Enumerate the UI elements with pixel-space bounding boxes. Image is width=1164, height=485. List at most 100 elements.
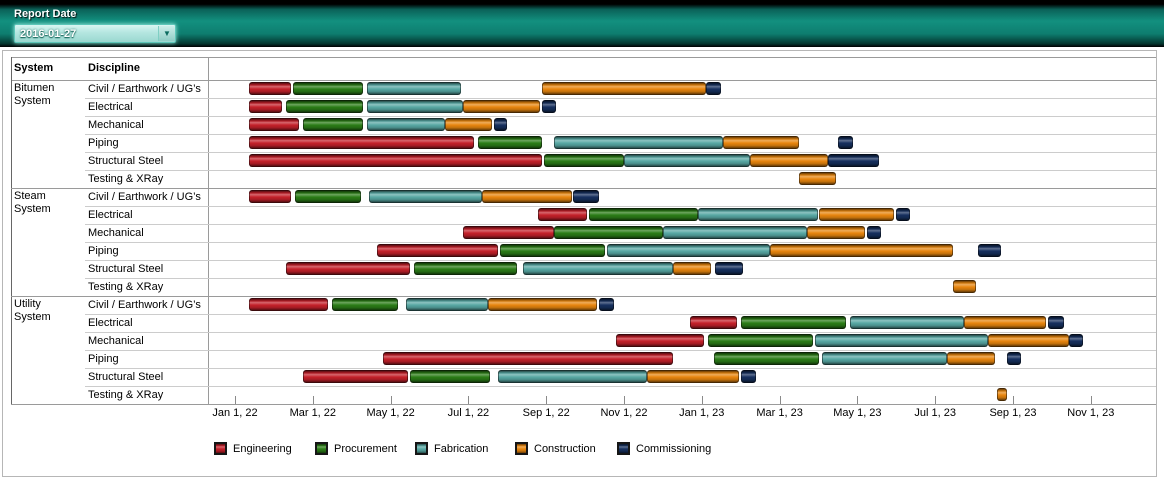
bar-commissioning[interactable]	[715, 262, 743, 275]
bar-construction[interactable]	[952, 280, 976, 293]
bar-fabrication[interactable]	[554, 136, 724, 149]
report-date-dropdown[interactable]: 2016-01-27 ▼	[14, 24, 176, 43]
bar-fabrication[interactable]	[497, 370, 648, 383]
bar-fabrication[interactable]	[624, 154, 751, 167]
discipline-label: Civil / Earthwork / UG’s	[88, 191, 201, 203]
bar-procurement[interactable]	[293, 82, 364, 95]
bar-fabrication[interactable]	[369, 190, 482, 203]
bar-procurement[interactable]	[303, 118, 364, 131]
bar-engineering[interactable]	[248, 82, 292, 95]
bar-procurement[interactable]	[285, 100, 364, 113]
bar-construction[interactable]	[445, 118, 492, 131]
bar-fabrication[interactable]	[367, 100, 463, 113]
bar-construction[interactable]	[482, 190, 572, 203]
bar-fabrication[interactable]	[849, 316, 965, 329]
bar-engineering[interactable]	[377, 244, 498, 257]
system-label: Bitumen System	[14, 82, 55, 107]
bar-procurement[interactable]	[713, 352, 819, 365]
bar-construction[interactable]	[964, 316, 1047, 329]
bar-construction[interactable]	[487, 298, 597, 311]
chevron-down-icon[interactable]: ▼	[158, 26, 175, 41]
discipline-label: Testing & XRay	[88, 389, 164, 401]
bar-engineering[interactable]	[248, 136, 475, 149]
bar-construction[interactable]	[672, 262, 712, 275]
bar-procurement[interactable]	[295, 190, 362, 203]
row-separator	[85, 314, 1156, 315]
axis-tick	[701, 396, 703, 404]
discipline-label: Structural Steel	[88, 371, 164, 383]
bar-commissioning[interactable]	[1069, 334, 1083, 347]
bar-engineering[interactable]	[248, 118, 300, 131]
legend-item-fabrication[interactable]: Fabrication	[415, 442, 488, 455]
bar-fabrication[interactable]	[822, 352, 947, 365]
bar-construction[interactable]	[647, 370, 739, 383]
row-separator	[85, 350, 1156, 351]
axis-tick	[235, 396, 236, 404]
bar-construction[interactable]	[769, 244, 953, 257]
bar-engineering[interactable]	[690, 316, 737, 329]
discipline-label: Electrical	[88, 209, 133, 221]
bar-fabrication[interactable]	[662, 226, 807, 239]
bar-construction[interactable]	[750, 154, 829, 167]
bar-commissioning[interactable]	[1048, 316, 1064, 329]
bar-procurement[interactable]	[707, 334, 813, 347]
row-separator	[85, 386, 1156, 387]
bar-fabrication[interactable]	[606, 244, 770, 257]
bar-construction[interactable]	[806, 226, 866, 239]
bar-construction[interactable]	[462, 100, 541, 113]
bar-procurement[interactable]	[410, 370, 490, 383]
bar-engineering[interactable]	[616, 334, 704, 347]
bar-procurement[interactable]	[332, 298, 399, 311]
axis-tick-label: Sep 1, 22	[522, 407, 570, 419]
bar-commissioning[interactable]	[867, 226, 881, 239]
bar-engineering[interactable]	[285, 262, 411, 275]
bar-commissioning[interactable]	[1007, 352, 1021, 365]
bar-procurement[interactable]	[478, 136, 543, 149]
discipline-label: Civil / Earthwork / UG’s	[88, 299, 201, 311]
bar-engineering[interactable]	[248, 190, 292, 203]
bar-construction[interactable]	[723, 136, 800, 149]
bar-construction[interactable]	[997, 388, 1008, 401]
bar-commissioning[interactable]	[740, 370, 757, 383]
bar-fabrication[interactable]	[406, 298, 488, 311]
bar-construction[interactable]	[818, 208, 895, 221]
legend-item-engineering[interactable]: Engineering	[214, 442, 292, 455]
bar-construction[interactable]	[542, 82, 706, 95]
bar-procurement[interactable]	[544, 154, 624, 167]
bar-fabrication[interactable]	[814, 334, 988, 347]
row-separator	[11, 188, 1156, 189]
bar-engineering[interactable]	[248, 100, 282, 113]
legend-item-commissioning[interactable]: Commissioning	[617, 442, 711, 455]
bar-procurement[interactable]	[740, 316, 846, 329]
row-separator	[85, 332, 1156, 333]
bar-commissioning[interactable]	[896, 208, 910, 221]
engineering-swatch-icon	[214, 442, 227, 455]
bar-fabrication[interactable]	[522, 262, 673, 275]
bar-commissioning[interactable]	[542, 100, 556, 113]
bar-construction[interactable]	[799, 172, 836, 185]
bar-commissioning[interactable]	[705, 82, 722, 95]
bar-commissioning[interactable]	[493, 118, 508, 131]
bar-engineering[interactable]	[382, 352, 673, 365]
legend-item-procurement[interactable]: Procurement	[315, 442, 397, 455]
bar-engineering[interactable]	[248, 298, 329, 311]
bar-commissioning[interactable]	[828, 154, 879, 167]
bar-commissioning[interactable]	[598, 298, 615, 311]
bar-engineering[interactable]	[538, 208, 587, 221]
bar-engineering[interactable]	[462, 226, 554, 239]
bar-construction[interactable]	[987, 334, 1070, 347]
bar-procurement[interactable]	[413, 262, 517, 275]
bar-commissioning[interactable]	[837, 136, 854, 149]
bar-procurement[interactable]	[499, 244, 605, 257]
bar-procurement[interactable]	[554, 226, 663, 239]
bar-engineering[interactable]	[303, 370, 409, 383]
bar-procurement[interactable]	[589, 208, 698, 221]
bar-commissioning[interactable]	[978, 244, 1002, 257]
bar-engineering[interactable]	[248, 154, 543, 167]
bar-fabrication[interactable]	[367, 82, 461, 95]
bar-construction[interactable]	[946, 352, 996, 365]
bar-commissioning[interactable]	[573, 190, 599, 203]
legend-item-construction[interactable]: Construction	[515, 442, 596, 455]
bar-fabrication[interactable]	[697, 208, 819, 221]
bar-fabrication[interactable]	[367, 118, 446, 131]
